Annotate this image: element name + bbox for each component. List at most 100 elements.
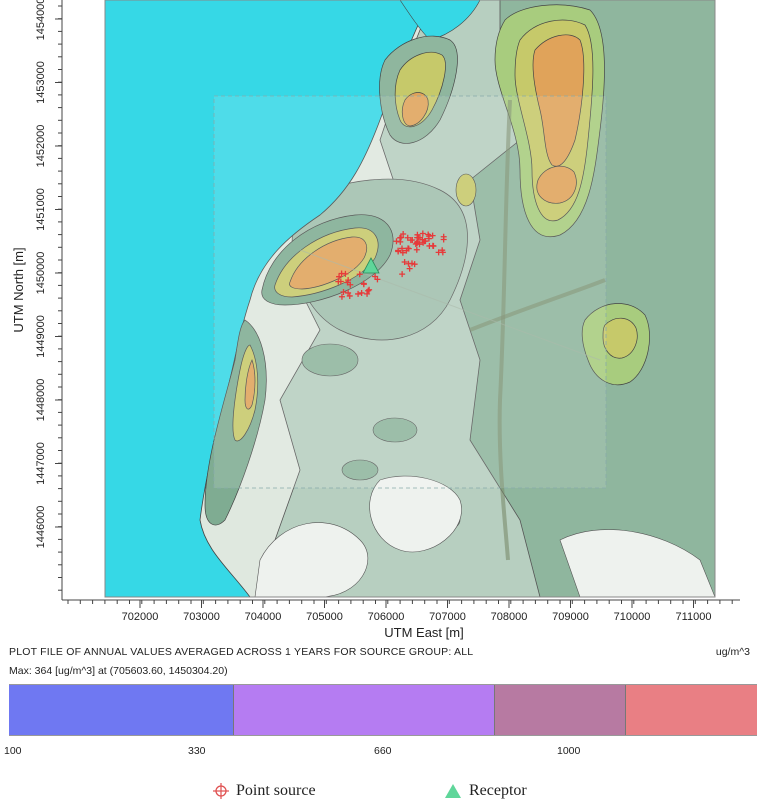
point-source-icon bbox=[213, 783, 229, 799]
key-receptor: Receptor bbox=[443, 782, 527, 800]
legend-level-label: 1000 bbox=[557, 745, 581, 757]
point-source-marker bbox=[398, 245, 405, 252]
contour-small-hill bbox=[455, 173, 477, 207]
point-source-marker bbox=[419, 230, 426, 237]
key-point-source: Point source bbox=[212, 782, 316, 800]
point-source-marker bbox=[415, 234, 422, 241]
y-tick-label: 1446000 bbox=[35, 506, 47, 549]
sea-area bbox=[105, 0, 431, 597]
x-axis-title: UTM East [m] bbox=[384, 625, 463, 640]
point-source-marker bbox=[366, 286, 373, 293]
plot-title: PLOT FILE OF ANNUAL VALUES AVERAGED ACRO… bbox=[9, 646, 474, 658]
receptor-grid-boundary bbox=[213, 95, 607, 489]
y-tick-label: 1453000 bbox=[35, 61, 47, 104]
point-source-marker bbox=[338, 293, 345, 300]
point-source-marker bbox=[347, 281, 354, 288]
legend-level-label: 660 bbox=[374, 745, 392, 757]
x-tick-label: 706000 bbox=[368, 611, 405, 623]
point-source-marker bbox=[338, 270, 345, 277]
point-source-marker bbox=[414, 238, 421, 245]
contour-lowest bbox=[254, 522, 369, 597]
point-source-marker bbox=[398, 234, 405, 241]
y-tick-label: 1447000 bbox=[35, 442, 47, 485]
point-source-marker bbox=[422, 238, 429, 245]
x-tick-label: 704000 bbox=[245, 611, 282, 623]
point-source-marker bbox=[406, 265, 413, 272]
dispersion-map[interactable]: 702000 703000 704000 705000 706000 707000 7080… bbox=[0, 0, 762, 640]
road bbox=[469, 278, 606, 332]
legend-level-label: 100 bbox=[4, 745, 22, 757]
point-source-marker bbox=[395, 248, 402, 255]
plot-frame bbox=[104, 0, 716, 598]
point-source-marker bbox=[435, 249, 442, 256]
point-source-marker bbox=[340, 289, 347, 296]
contour-ridge-north-orange bbox=[401, 92, 429, 127]
x-tick-label: 711000 bbox=[676, 611, 712, 623]
legend-segment-3 bbox=[494, 685, 625, 735]
x-tick-label: 710000 bbox=[614, 611, 651, 623]
x-tick-label: 705000 bbox=[306, 611, 343, 623]
key-receptor-label: Receptor bbox=[469, 782, 527, 799]
y-tick-label: 1454000 bbox=[35, 0, 47, 40]
contour-lowest bbox=[559, 529, 715, 597]
x-tick-label: 708000 bbox=[491, 611, 528, 623]
point-source-marker bbox=[425, 235, 432, 242]
contour-patch bbox=[372, 417, 418, 443]
y-tick-label: 1450000 bbox=[35, 252, 47, 295]
contour-hill-east-yellow bbox=[602, 317, 638, 359]
y-tick-label: 1448000 bbox=[35, 379, 47, 422]
point-source-marker bbox=[400, 231, 407, 238]
symbol-key: Point source Receptor bbox=[0, 778, 762, 805]
point-source-marker bbox=[346, 292, 353, 299]
contour-lowest bbox=[369, 475, 462, 553]
point-source-marker bbox=[355, 290, 362, 297]
concentration-legend-bar bbox=[9, 684, 757, 736]
point-source-marker bbox=[360, 281, 367, 288]
x-tick-label: 703000 bbox=[183, 611, 220, 623]
contour-ridge-sw-orange bbox=[244, 359, 256, 410]
y-tick-label: 1449000 bbox=[35, 315, 47, 358]
point-source-marker bbox=[405, 260, 412, 267]
x-tick-label: 702000 bbox=[122, 611, 159, 623]
point-source-marker bbox=[413, 246, 420, 253]
point-source-marker bbox=[336, 273, 343, 280]
point-source-marker bbox=[399, 249, 406, 256]
contour-patch bbox=[341, 459, 379, 481]
x-axis-ticks: 702000 703000 704000 705000 706000 707000 7080… bbox=[67, 600, 733, 623]
contour-hill-west-orange bbox=[289, 236, 367, 290]
x-tick-label: 709000 bbox=[552, 611, 589, 623]
point-source-marker bbox=[407, 237, 414, 244]
point-source-marker bbox=[411, 261, 418, 268]
point-source-marker bbox=[364, 290, 371, 297]
x-tick-label: 707000 bbox=[429, 611, 466, 623]
y-tick-label: 1452000 bbox=[35, 125, 47, 168]
max-value-line: Max: 364 [ug/m^3] at (705603.60, 1450304… bbox=[9, 665, 228, 677]
receptor-marker[interactable] bbox=[362, 257, 380, 274]
legend-segment-1 bbox=[9, 685, 233, 735]
point-source-marker bbox=[345, 277, 352, 284]
contour-patch bbox=[301, 343, 359, 377]
map-layer bbox=[105, 0, 715, 597]
legend-segment-4 bbox=[624, 685, 757, 735]
point-source-marker bbox=[372, 273, 379, 280]
y-axis-title: UTM North [m] bbox=[11, 247, 26, 332]
point-source-marker bbox=[393, 238, 400, 245]
point-source-marker bbox=[337, 278, 344, 285]
point-source-marker bbox=[429, 242, 436, 249]
point-sources bbox=[335, 230, 447, 300]
road bbox=[299, 249, 601, 361]
point-source-marker bbox=[401, 259, 408, 266]
point-source-marker bbox=[345, 289, 352, 296]
legend-segment-2 bbox=[232, 685, 495, 735]
contour-ne-orange-south bbox=[536, 165, 577, 204]
point-source-marker bbox=[429, 232, 436, 239]
point-source-marker bbox=[405, 245, 412, 252]
y-axis-ticks: 1454000 1453000 1452000 1451000 1450000 14490… bbox=[35, 0, 62, 591]
plot-units: ug/m^3 bbox=[715, 646, 750, 658]
point-source-marker bbox=[404, 234, 411, 241]
point-source-marker bbox=[439, 247, 446, 254]
legend-level-label: 330 bbox=[188, 745, 206, 757]
point-source-marker bbox=[399, 271, 406, 278]
point-source-marker bbox=[365, 287, 372, 294]
point-source-marker bbox=[358, 289, 365, 296]
